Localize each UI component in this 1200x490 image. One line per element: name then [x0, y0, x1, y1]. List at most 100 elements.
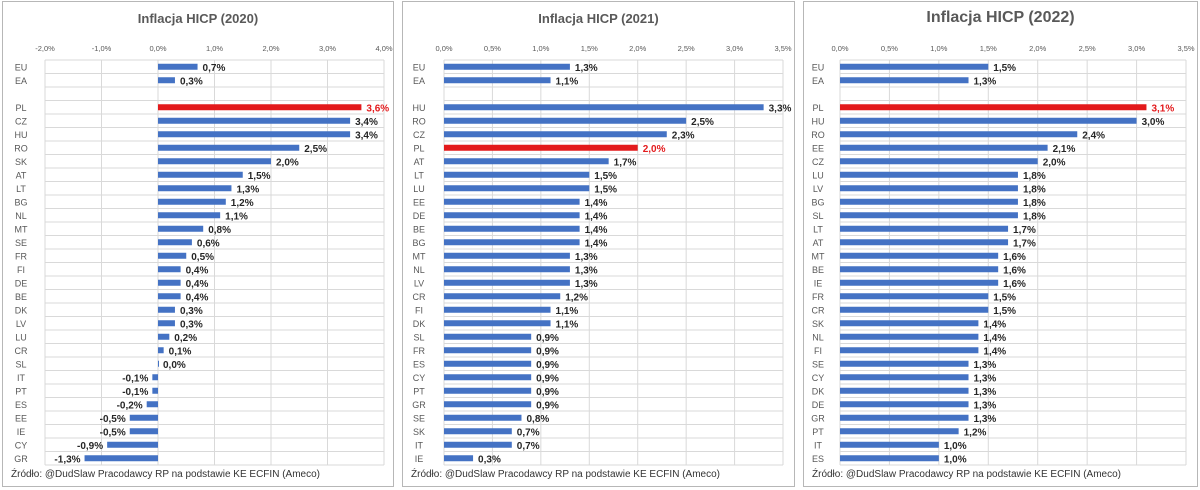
- category-label: HU: [812, 116, 825, 126]
- category-label: CR: [15, 346, 28, 356]
- data-label: 0,8%: [526, 414, 549, 425]
- data-label: 1,3%: [575, 265, 598, 276]
- data-label: 0,7%: [517, 427, 540, 438]
- data-label: 2,5%: [304, 144, 327, 155]
- category-label: SK: [413, 427, 425, 437]
- category-label: IE: [814, 278, 823, 288]
- bar-LV: [158, 320, 175, 327]
- data-label: 1,7%: [1013, 238, 1036, 249]
- data-label: 1,4%: [983, 333, 1006, 344]
- bar-CZ: [444, 131, 667, 138]
- bar-GR: [84, 455, 158, 462]
- category-label: PL: [15, 103, 26, 113]
- bar-CZ: [840, 158, 1038, 165]
- x-tick-label: 1,5%: [581, 44, 598, 53]
- data-label: 0,9%: [536, 373, 559, 384]
- bar-CZ: [158, 117, 351, 124]
- bar-SE: [158, 239, 192, 246]
- data-label: 1,4%: [983, 319, 1006, 330]
- category-label: LU: [15, 332, 27, 342]
- category-label: CR: [413, 292, 426, 302]
- data-label: 0,7%: [203, 63, 226, 74]
- data-label: 1,2%: [565, 292, 588, 303]
- chart-title: Inflacja HICP (2021): [538, 11, 659, 26]
- category-label: LV: [414, 278, 424, 288]
- bar-IT: [152, 374, 158, 381]
- bar-ES: [146, 401, 158, 408]
- bar-GR: [444, 401, 532, 408]
- category-label: RO: [811, 130, 825, 140]
- bar-EE: [129, 414, 158, 421]
- x-tick-label: 3,5%: [774, 44, 791, 53]
- data-label: 1,1%: [225, 211, 248, 222]
- bar-EA: [158, 77, 175, 84]
- data-label: 1,4%: [585, 225, 608, 236]
- bar-SE: [444, 414, 522, 421]
- category-label: LT: [414, 170, 424, 180]
- data-label: 1,1%: [556, 76, 579, 87]
- category-label: PL: [413, 143, 424, 153]
- bar-DK: [158, 306, 175, 313]
- data-label: 2,4%: [1082, 130, 1105, 141]
- bar-SK: [444, 428, 512, 435]
- bar-LU: [840, 171, 1018, 178]
- category-label: LV: [16, 319, 26, 329]
- category-label: BE: [15, 292, 27, 302]
- category-label: MT: [812, 251, 825, 261]
- data-label: 3,1%: [1151, 103, 1174, 114]
- category-label: BG: [14, 197, 27, 207]
- x-tick-label: 3,0%: [319, 44, 336, 53]
- bar-DE: [158, 279, 181, 286]
- x-tick-label: 1,0%: [206, 44, 223, 53]
- data-label: 0,7%: [517, 441, 540, 452]
- bar-HU: [158, 131, 351, 138]
- bar-IT: [840, 441, 939, 448]
- category-label: BE: [812, 265, 824, 275]
- data-label: 0,3%: [180, 319, 203, 330]
- bar-DK: [840, 387, 969, 394]
- category-label: BG: [412, 238, 425, 248]
- category-label: CR: [812, 305, 825, 315]
- bar-AT: [444, 158, 609, 165]
- bar-SK: [840, 320, 979, 327]
- chart-title: Inflacja HICP (2022): [926, 9, 1075, 26]
- category-label: EU: [413, 62, 426, 72]
- bar-SL: [840, 212, 1018, 219]
- category-label: CZ: [15, 116, 27, 126]
- x-tick-label: 2,5%: [1079, 44, 1096, 53]
- data-label: 1,3%: [974, 76, 997, 87]
- bar-EU: [158, 63, 198, 70]
- category-label: MT: [15, 224, 28, 234]
- category-label: AT: [16, 170, 27, 180]
- bar-EE: [840, 144, 1048, 151]
- category-label: MT: [413, 251, 426, 261]
- data-label: 1,3%: [575, 252, 598, 263]
- data-label: 1,0%: [944, 441, 967, 452]
- bar-BE: [444, 225, 580, 232]
- bar-NL: [158, 212, 221, 219]
- category-label: SE: [812, 359, 824, 369]
- category-label: LT: [813, 224, 823, 234]
- category-label: NL: [812, 332, 824, 342]
- data-label: 1,1%: [556, 306, 579, 317]
- bar-CY: [840, 374, 969, 381]
- category-label: GR: [811, 413, 825, 423]
- data-label: 0,8%: [208, 225, 231, 236]
- data-label: 1,7%: [1013, 225, 1036, 236]
- data-label: 1,0%: [944, 454, 967, 465]
- data-label: 1,5%: [594, 184, 617, 195]
- category-label: CY: [812, 373, 825, 383]
- bar-CR: [840, 306, 989, 313]
- x-tick-label: 0,0%: [831, 44, 848, 53]
- bar-RO: [840, 131, 1078, 138]
- category-label: ES: [812, 454, 824, 464]
- category-label: SE: [413, 413, 425, 423]
- category-label: EA: [812, 76, 824, 86]
- chart-title: Inflacja HICP (2020): [137, 11, 259, 26]
- category-label: PT: [812, 427, 824, 437]
- category-label: FI: [814, 346, 822, 356]
- data-label: 1,2%: [964, 427, 987, 438]
- category-label: SK: [812, 319, 824, 329]
- x-tick-label: 1,0%: [532, 44, 549, 53]
- x-tick-label: 4,0%: [375, 44, 392, 53]
